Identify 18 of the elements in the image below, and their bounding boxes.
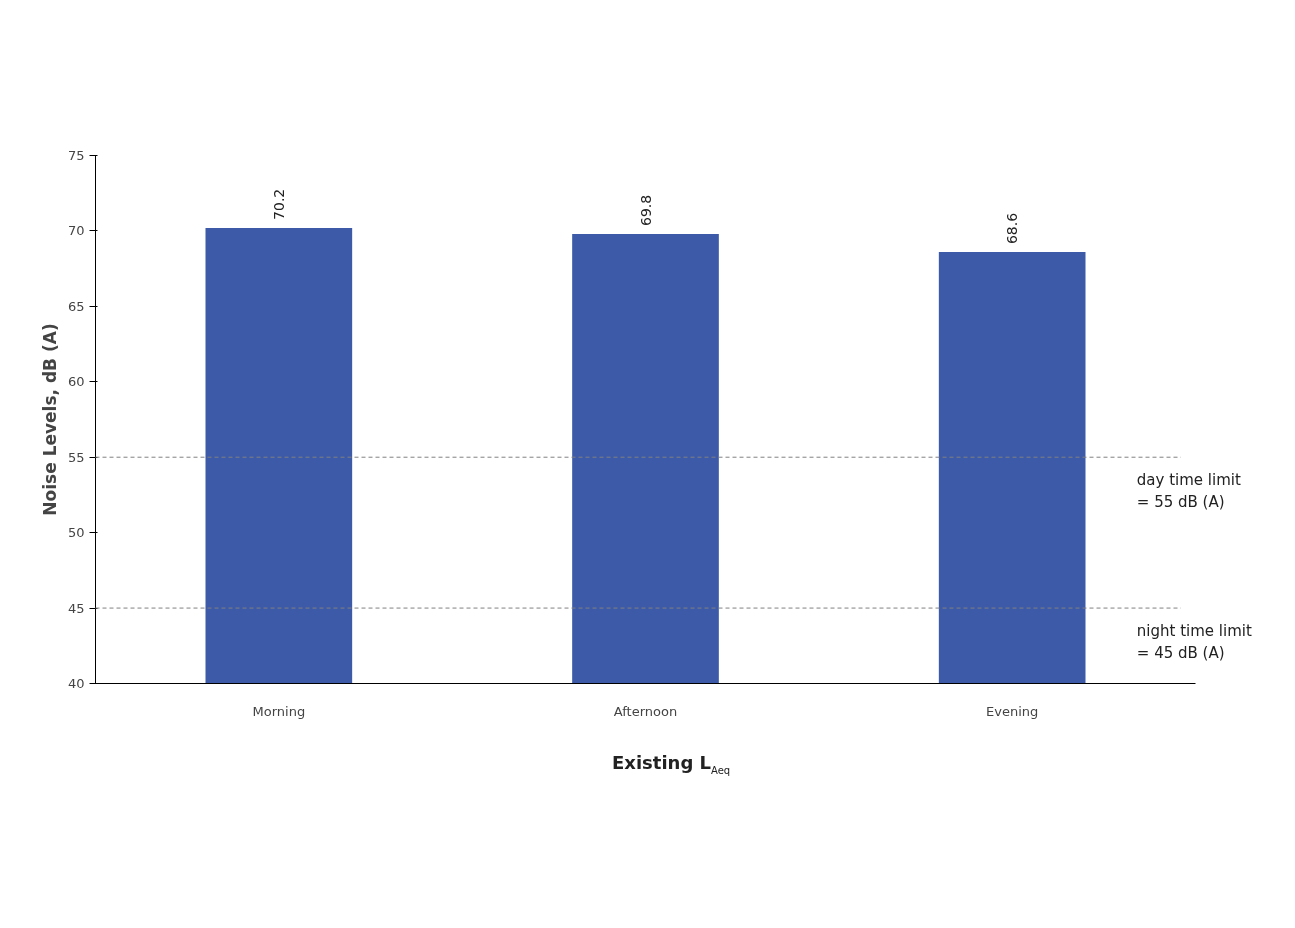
y-tick-label: 55 — [67, 449, 85, 465]
data-label: 68.6 — [1004, 212, 1021, 245]
x-axis-title: Existing L$_{Aeq}$ — [612, 751, 731, 778]
y-tick-label: 65 — [67, 298, 85, 314]
x-tick-label: Evening — [986, 703, 1039, 719]
ref-line-label: day time limit = 55 dB (A) — [1136, 471, 1241, 511]
data-label: 69.8 — [637, 194, 654, 226]
y-tick-label: 50 — [67, 525, 85, 541]
y-tick-label: 70 — [67, 223, 85, 239]
data-label: 70.2 — [270, 188, 287, 220]
y-tick-label: 60 — [67, 374, 85, 390]
ref-line-label: night time limit = 45 dB (A) — [1136, 622, 1252, 662]
y-tick-label: 45 — [67, 600, 85, 616]
x-tick-label: Morning — [252, 703, 306, 719]
y-axis-title: Noise Levels, dB (A) — [39, 323, 60, 516]
y-tick-label: 40 — [67, 676, 85, 691]
x-tick-label: Afternoon — [613, 703, 678, 719]
y-tick-label: 75 — [67, 148, 85, 163]
